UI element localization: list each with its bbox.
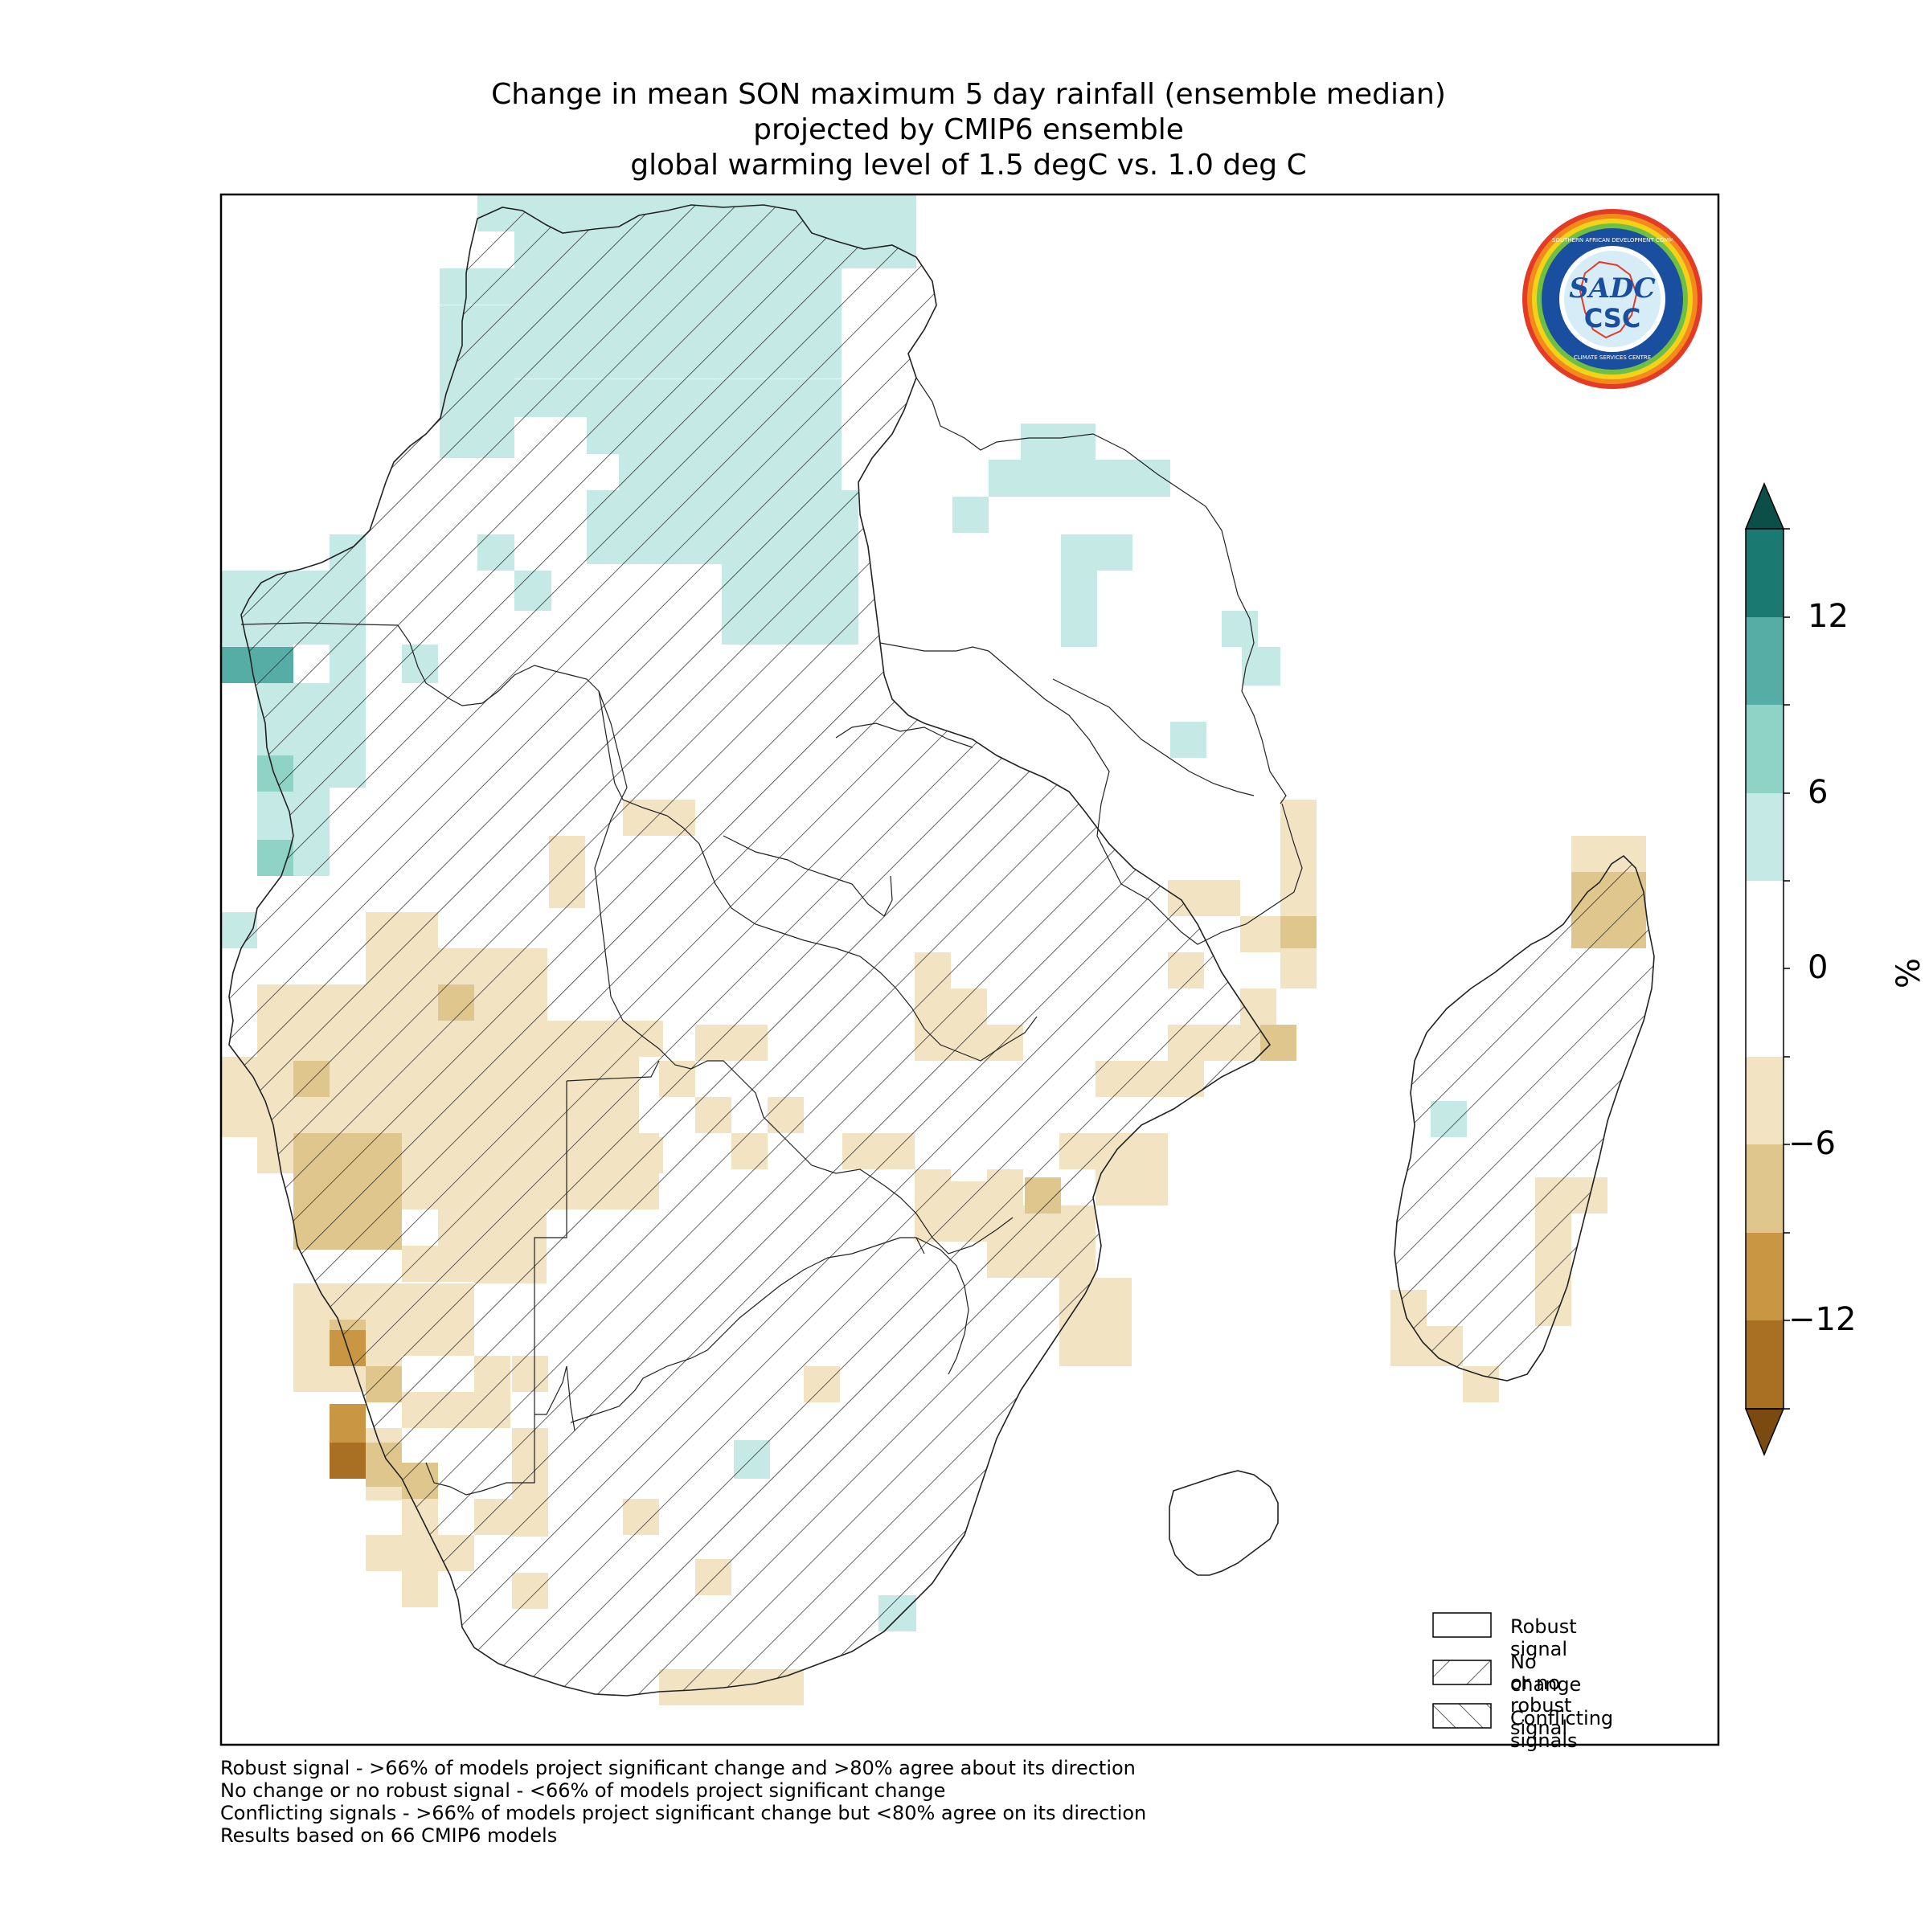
map-frame xyxy=(219,193,1720,1746)
colorbar-extend-top xyxy=(1744,482,1785,530)
logo-sub: CSC xyxy=(1583,303,1641,334)
footnote: Results based on 66 CMIP6 models xyxy=(220,1824,558,1847)
logo-top-text: SOUTHERN AFRICAN DEVELOPMENT COMMUNITY xyxy=(1552,237,1673,244)
logo-text: SADC CSC SOUTHERN AFRICAN DEVELOPMENT CO… xyxy=(1521,208,1703,390)
colorbar-bin xyxy=(1746,529,1784,617)
colorbar xyxy=(1744,482,1790,1456)
map-area xyxy=(221,194,1718,1745)
colorbar-bin xyxy=(1746,1057,1784,1144)
footnote: Conflicting signals - >66% of models pro… xyxy=(220,1802,1147,1824)
no-robust-signal-hatching xyxy=(229,205,1654,1696)
colorbar-extend-bottom xyxy=(1744,1408,1785,1456)
footnotes: Robust signal - >66% of models project s… xyxy=(220,1757,1146,1847)
colorbar-bin xyxy=(1746,793,1784,881)
title-line-2: projected by CMIP6 ensemble xyxy=(753,113,1184,146)
logo-bottom-text: CLIMATE SERVICES CENTRE xyxy=(1573,354,1652,361)
colorbar-bin xyxy=(1746,1144,1784,1233)
colorbar-tick-label: −6 xyxy=(1788,1125,1836,1162)
colorbar-tick-label: 0 xyxy=(1808,949,1829,986)
map-title: Change in mean SON maximum 5 day rainfal… xyxy=(217,77,1720,183)
title-line-1: Change in mean SON maximum 5 day rainfal… xyxy=(491,78,1446,111)
colorbar-bin xyxy=(1746,1233,1784,1320)
colorbar-tick-label: −12 xyxy=(1788,1301,1857,1338)
legend-boxes xyxy=(1432,1612,1492,1729)
title-line-3: global warming level of 1.5 degC vs. 1.0… xyxy=(630,149,1307,182)
legend-robust-box xyxy=(1432,1612,1492,1638)
colorbar-tick-label: 12 xyxy=(1808,598,1849,635)
colorbar-bin xyxy=(1746,881,1784,1057)
sadc-csc-logo xyxy=(1522,209,1702,389)
legend-conflicting-box xyxy=(1432,1703,1492,1729)
colorbar-bin xyxy=(1746,1320,1784,1409)
legend-robust-label: Robust signal xyxy=(1510,1615,1577,1660)
logo-mark: SADC xyxy=(1569,272,1656,305)
legend-conflicting-label: Conflicting signals xyxy=(1510,1707,1614,1752)
colorbar-tick-label: 6 xyxy=(1808,774,1829,811)
legend-no-change-label-2: or no robust signal xyxy=(1510,1672,1572,1739)
legend-no-change-box xyxy=(1432,1660,1492,1685)
footnote: Robust signal - >66% of models project s… xyxy=(220,1757,1136,1779)
colorbar-unit: % xyxy=(1890,957,1927,989)
colorbar-bin xyxy=(1746,617,1784,705)
very-strong-negative-cells xyxy=(330,1443,366,1479)
footnote: No change or no robust signal - <66% of … xyxy=(220,1779,946,1802)
legend-no-change-label-1: No change xyxy=(1510,1651,1582,1696)
colorbar-bin xyxy=(1746,705,1784,793)
